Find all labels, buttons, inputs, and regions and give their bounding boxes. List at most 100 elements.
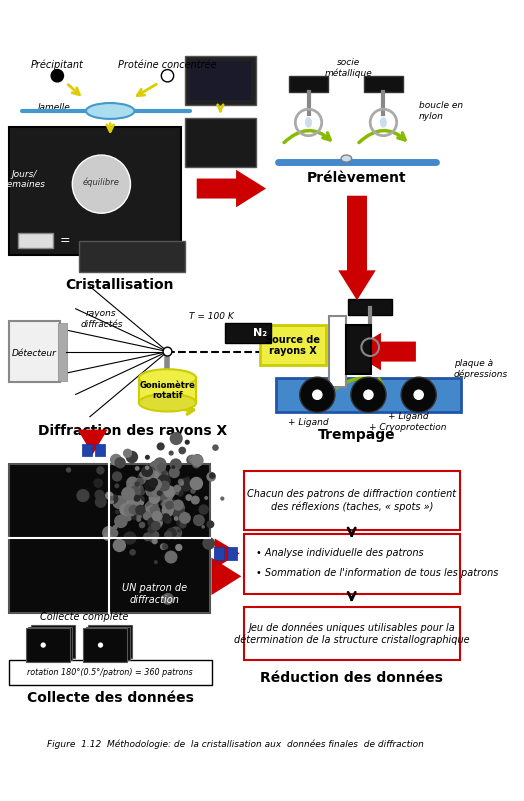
Text: lamelle: lamelle <box>38 103 71 112</box>
Text: équilibre: équilibre <box>83 178 120 187</box>
Circle shape <box>135 511 138 515</box>
Circle shape <box>206 521 214 529</box>
Circle shape <box>124 489 130 495</box>
Circle shape <box>151 469 161 479</box>
Circle shape <box>193 514 205 526</box>
Text: Chacun des patrons de diffraction contient
des réflexions (taches, « spots »): Chacun des patrons de diffraction contie… <box>247 489 456 512</box>
FancyBboxPatch shape <box>348 299 392 315</box>
Circle shape <box>133 484 144 495</box>
Circle shape <box>169 467 180 478</box>
FancyBboxPatch shape <box>9 464 210 614</box>
Circle shape <box>144 505 157 519</box>
Circle shape <box>146 467 156 477</box>
Circle shape <box>94 489 105 500</box>
Circle shape <box>188 455 197 464</box>
Circle shape <box>139 521 145 528</box>
Circle shape <box>145 465 149 470</box>
FancyBboxPatch shape <box>95 444 105 457</box>
Circle shape <box>160 477 170 487</box>
Circle shape <box>40 642 46 648</box>
Circle shape <box>155 508 160 513</box>
Circle shape <box>154 488 168 502</box>
Circle shape <box>129 549 136 556</box>
Circle shape <box>98 642 103 648</box>
Circle shape <box>169 450 174 456</box>
Circle shape <box>174 503 185 513</box>
Circle shape <box>127 482 140 495</box>
Circle shape <box>126 477 139 490</box>
Circle shape <box>179 512 191 524</box>
Circle shape <box>129 485 141 497</box>
Text: Figure  1.12  Méthodologie: de  la cristallisation aux  données finales  de diff: Figure 1.12 Méthodologie: de la cristall… <box>47 739 424 749</box>
Circle shape <box>172 500 184 511</box>
Circle shape <box>77 489 90 502</box>
Circle shape <box>146 503 155 512</box>
Circle shape <box>130 510 140 520</box>
Circle shape <box>111 529 116 533</box>
Circle shape <box>157 463 166 472</box>
Circle shape <box>178 479 184 485</box>
Circle shape <box>190 477 203 490</box>
Circle shape <box>129 497 142 509</box>
Circle shape <box>171 465 175 469</box>
Circle shape <box>43 641 49 646</box>
Circle shape <box>125 514 132 521</box>
Circle shape <box>141 465 153 477</box>
Circle shape <box>173 508 186 521</box>
Circle shape <box>163 347 172 356</box>
Circle shape <box>145 474 151 481</box>
FancyBboxPatch shape <box>225 324 270 343</box>
Circle shape <box>136 517 141 522</box>
Circle shape <box>351 377 386 413</box>
Text: rotation 180°(0.5°/patron) = 360 patrons: rotation 180°(0.5°/patron) = 360 patrons <box>27 668 193 677</box>
Circle shape <box>157 490 162 496</box>
Circle shape <box>363 389 374 400</box>
FancyBboxPatch shape <box>88 625 132 658</box>
Circle shape <box>113 525 118 529</box>
Circle shape <box>128 505 138 514</box>
Circle shape <box>139 509 145 514</box>
Circle shape <box>152 538 158 545</box>
Circle shape <box>126 482 138 495</box>
FancyBboxPatch shape <box>79 241 185 272</box>
Circle shape <box>119 503 133 517</box>
Text: + Ligand
+ Cryoprotection: + Ligand + Cryoprotection <box>369 413 447 432</box>
Circle shape <box>157 442 165 450</box>
Text: socie
métallique: socie métallique <box>324 58 372 78</box>
Circle shape <box>96 466 105 474</box>
Circle shape <box>146 489 150 493</box>
Circle shape <box>153 485 160 493</box>
Circle shape <box>134 495 140 501</box>
Circle shape <box>133 485 139 491</box>
Circle shape <box>46 639 51 644</box>
Circle shape <box>139 523 144 528</box>
Circle shape <box>160 477 164 480</box>
Circle shape <box>150 497 157 504</box>
Circle shape <box>149 533 158 543</box>
Circle shape <box>108 493 118 504</box>
Circle shape <box>137 478 144 485</box>
Circle shape <box>101 641 106 646</box>
Circle shape <box>149 480 163 493</box>
FancyBboxPatch shape <box>276 378 461 412</box>
Circle shape <box>95 496 107 508</box>
Circle shape <box>126 480 130 484</box>
Circle shape <box>93 478 103 488</box>
Circle shape <box>156 487 170 501</box>
Circle shape <box>161 485 165 489</box>
Circle shape <box>134 481 140 487</box>
Circle shape <box>114 484 119 489</box>
Circle shape <box>179 481 184 486</box>
Circle shape <box>163 516 171 524</box>
Circle shape <box>171 499 176 504</box>
FancyBboxPatch shape <box>82 444 92 457</box>
Circle shape <box>151 517 163 529</box>
Circle shape <box>148 505 155 511</box>
Circle shape <box>147 485 155 493</box>
Circle shape <box>147 517 158 528</box>
Circle shape <box>139 472 145 477</box>
Circle shape <box>115 457 126 469</box>
Circle shape <box>186 455 196 465</box>
Circle shape <box>110 453 122 466</box>
Circle shape <box>165 501 174 509</box>
